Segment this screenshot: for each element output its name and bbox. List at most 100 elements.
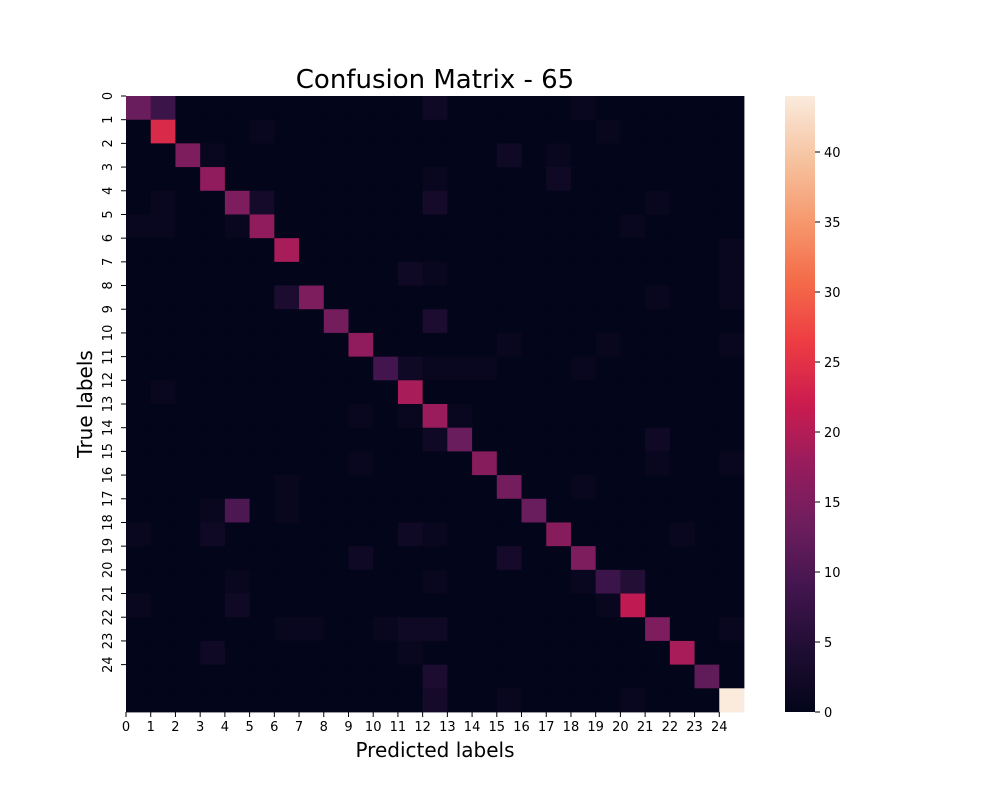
- heatmap-cell: [249, 451, 275, 476]
- heatmap-cell: [546, 190, 572, 215]
- heatmap-cell: [150, 427, 176, 452]
- heatmap-cell: [719, 475, 745, 500]
- heatmap-cell: [274, 167, 300, 192]
- heatmap-cell: [447, 356, 473, 381]
- heatmap-cell: [694, 190, 720, 215]
- heatmap-cell: [150, 498, 176, 523]
- heatmap-cell: [224, 617, 250, 642]
- heatmap-cell: [274, 119, 300, 144]
- heatmap-cell: [595, 119, 621, 144]
- colorbar-ticks: 0 5 10 15 20 25 30 35 40: [815, 146, 841, 721]
- heatmap-cell: [224, 451, 250, 476]
- heatmap-cell: [373, 380, 399, 405]
- heatmap-cell: [645, 522, 671, 547]
- y-tick-label: 4: [101, 187, 116, 195]
- heatmap-cell: [447, 238, 473, 263]
- heatmap-cell: [521, 498, 547, 523]
- heatmap-cell: [150, 332, 176, 358]
- heatmap-cell: [595, 569, 621, 594]
- heatmap-cell: [126, 617, 152, 642]
- heatmap-cell: [422, 664, 448, 689]
- heatmap-cell: [299, 640, 325, 666]
- heatmap-cell: [175, 593, 201, 618]
- heatmap-cell: [200, 238, 226, 263]
- heatmap-cell: [645, 664, 671, 689]
- heatmap-cell: [224, 546, 250, 571]
- heatmap-cell: [546, 356, 572, 381]
- heatmap-cell: [719, 143, 745, 168]
- heatmap-cell: [472, 119, 498, 144]
- heatmap-cell: [546, 688, 572, 713]
- heatmap-cell: [595, 285, 621, 310]
- heatmap-cell: [669, 664, 695, 689]
- heatmap-cell: [447, 332, 473, 358]
- heatmap-cell: [669, 285, 695, 310]
- heatmap-cell: [546, 285, 572, 310]
- heatmap-cell: [274, 380, 300, 405]
- heatmap-cell: [546, 214, 572, 239]
- heatmap-cell: [249, 593, 275, 618]
- heatmap-cell: [150, 190, 176, 215]
- heatmap-cell: [645, 427, 671, 452]
- heatmap-cell: [348, 451, 374, 476]
- heatmap-cell: [249, 167, 275, 192]
- heatmap-cell: [224, 593, 250, 618]
- heatmap-cell: [620, 356, 646, 381]
- heatmap-cell: [669, 475, 695, 500]
- heatmap-cell: [694, 167, 720, 192]
- heatmap-cell: [224, 380, 250, 405]
- heatmap-cell: [200, 593, 226, 618]
- heatmap-cell: [496, 475, 522, 500]
- heatmap-cell: [150, 261, 176, 286]
- heatmap-cell: [570, 309, 597, 334]
- heatmap-cell: [595, 640, 621, 666]
- heatmap-cell: [397, 404, 424, 429]
- heatmap-cell: [150, 569, 176, 594]
- heatmap-cell: [595, 404, 621, 429]
- heatmap-cell: [397, 546, 424, 571]
- heatmap-cell: [496, 451, 522, 476]
- heatmap-cell: [521, 522, 547, 547]
- heatmap-cell: [595, 546, 621, 571]
- heatmap-cell: [323, 688, 349, 713]
- heatmap-cell: [274, 427, 300, 452]
- heatmap-cell: [348, 380, 374, 405]
- heatmap-cell: [570, 261, 597, 286]
- heatmap-cell: [126, 238, 152, 263]
- heatmap-cell: [521, 546, 547, 571]
- heatmap-cell: [323, 617, 349, 642]
- heatmap-cell: [719, 119, 745, 144]
- heatmap-cell: [496, 285, 522, 310]
- heatmap-cell: [150, 380, 176, 405]
- x-tick-label: 8: [320, 720, 328, 735]
- heatmap-cell: [620, 427, 646, 452]
- heatmap-cell: [348, 285, 374, 310]
- heatmap-cell: [447, 640, 473, 666]
- heatmap-cell: [175, 546, 201, 571]
- heatmap-cell: [126, 522, 152, 547]
- heatmap-cell: [348, 167, 374, 192]
- heatmap-cell: [496, 190, 522, 215]
- heatmap-cell: [224, 285, 250, 310]
- heatmap-cell: [348, 664, 374, 689]
- heatmap-cell: [175, 309, 201, 334]
- heatmap-cell: [397, 261, 424, 286]
- heatmap-cell: [694, 309, 720, 334]
- heatmap-cell: [348, 546, 374, 571]
- heatmap-cell: [397, 167, 424, 192]
- heatmap-cell: [447, 522, 473, 547]
- heatmap-cell: [348, 688, 374, 713]
- heatmap-cell: [397, 285, 424, 310]
- heatmap-cell: [150, 546, 176, 571]
- heatmap-cell: [422, 617, 448, 642]
- heatmap-cell: [299, 475, 325, 500]
- heatmap-cell: [175, 569, 201, 594]
- heatmap-cell: [397, 664, 424, 689]
- heatmap-cell: [323, 190, 349, 215]
- heatmap-cell: [719, 546, 745, 571]
- heatmap-cell: [472, 143, 498, 168]
- heatmap-cell: [472, 190, 498, 215]
- x-tick-label: 7: [295, 720, 303, 735]
- heatmap-cell: [620, 214, 646, 239]
- heatmap-cell: [249, 356, 275, 381]
